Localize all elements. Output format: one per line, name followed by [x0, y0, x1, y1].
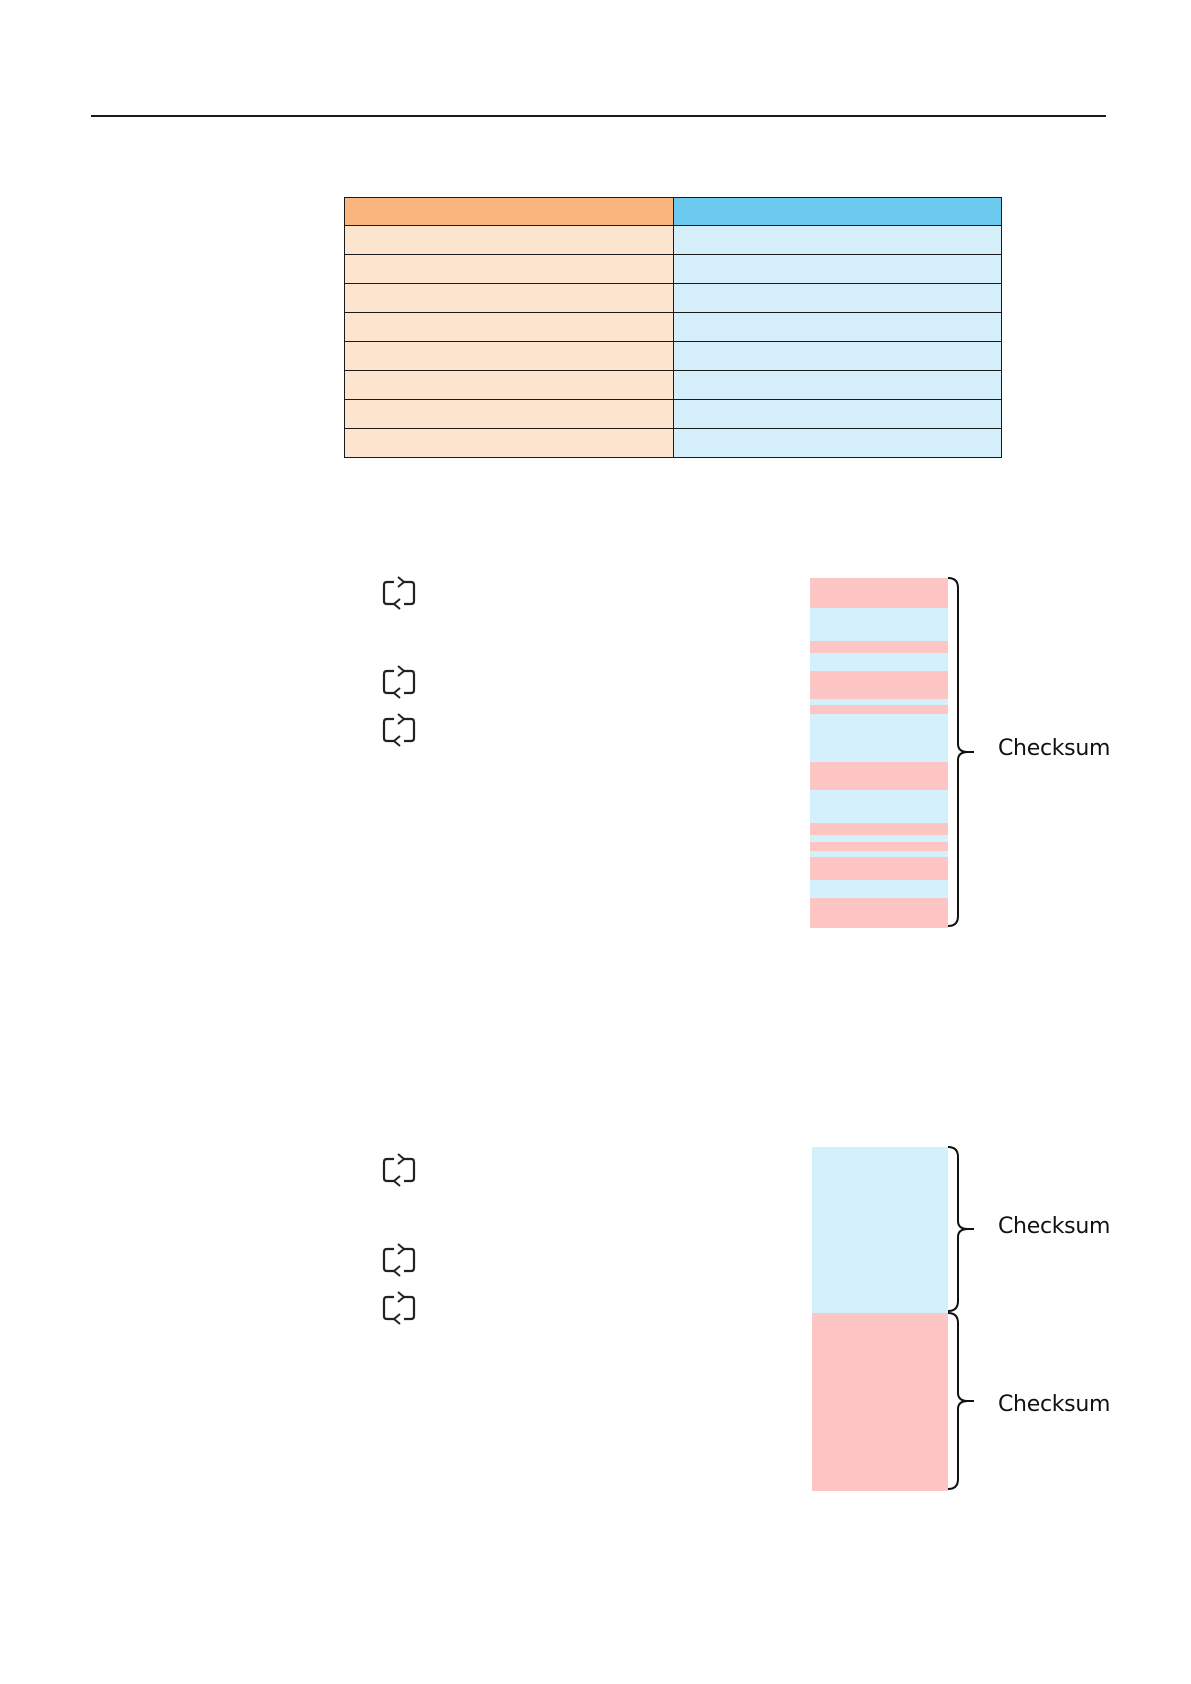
table-cell	[344, 341, 674, 371]
memory-block-pink	[812, 1313, 948, 1491]
memory-block-blue	[810, 699, 948, 705]
memory-block-pink	[810, 641, 948, 653]
table-row	[344, 283, 1002, 313]
cycle-arrows-icon	[382, 1153, 416, 1187]
header-rule	[91, 115, 1106, 117]
table-cell	[672, 254, 1002, 284]
memory-block-blue	[812, 1147, 948, 1313]
table-cell	[344, 254, 674, 284]
table-cell	[672, 341, 1002, 371]
data-table	[344, 197, 1002, 458]
memory-block-blue	[810, 714, 948, 762]
table-header-row	[344, 197, 1002, 226]
curly-brace-icon	[947, 577, 974, 927]
curly-brace-icon	[947, 1312, 974, 1490]
table-row	[344, 341, 1002, 371]
table-row	[344, 399, 1002, 429]
memory-block-pink	[810, 823, 948, 835]
cycle-arrows-icon	[382, 665, 416, 699]
table-cell	[672, 399, 1002, 429]
table-cell	[344, 399, 674, 429]
checksum-label-lower: Checksum	[998, 1392, 1111, 1417]
memory-block-blue	[810, 653, 948, 671]
table-cell	[344, 312, 674, 342]
memory-block-pink	[810, 578, 948, 608]
memory-block-pink	[810, 842, 948, 851]
table-header-cell-left	[344, 197, 674, 226]
checksum-label: Checksum	[998, 736, 1111, 761]
memory-block-blue	[810, 790, 948, 823]
table-header-cell-right	[672, 197, 1002, 226]
table-row	[344, 225, 1002, 255]
table-row	[344, 312, 1002, 342]
table-row	[344, 254, 1002, 284]
table-cell	[672, 370, 1002, 400]
table-cell	[672, 283, 1002, 313]
memory-block-pink	[810, 705, 948, 714]
table-cell	[672, 225, 1002, 255]
cycle-arrows-icon	[382, 1291, 416, 1325]
table-cell	[672, 428, 1002, 458]
memory-block-blue	[810, 851, 948, 857]
curly-brace-icon	[947, 1146, 974, 1312]
memory-block-pink	[810, 762, 948, 790]
checksum-label-upper: Checksum	[998, 1214, 1111, 1239]
cycle-arrows-icon	[382, 576, 416, 610]
memory-block-pink	[810, 671, 948, 699]
cycle-arrows-icon	[382, 713, 416, 747]
table-cell	[344, 283, 674, 313]
table-cell	[344, 428, 674, 458]
table-row	[344, 370, 1002, 400]
memory-block-pink	[810, 898, 948, 928]
table-cell	[672, 312, 1002, 342]
table-cell	[344, 225, 674, 255]
memory-block-pink	[810, 857, 948, 880]
memory-block-blue	[810, 835, 948, 842]
table-row	[344, 428, 1002, 458]
memory-block-blue	[810, 880, 948, 898]
memory-block-blue	[810, 608, 948, 641]
cycle-arrows-icon	[382, 1243, 416, 1277]
table-cell	[344, 370, 674, 400]
